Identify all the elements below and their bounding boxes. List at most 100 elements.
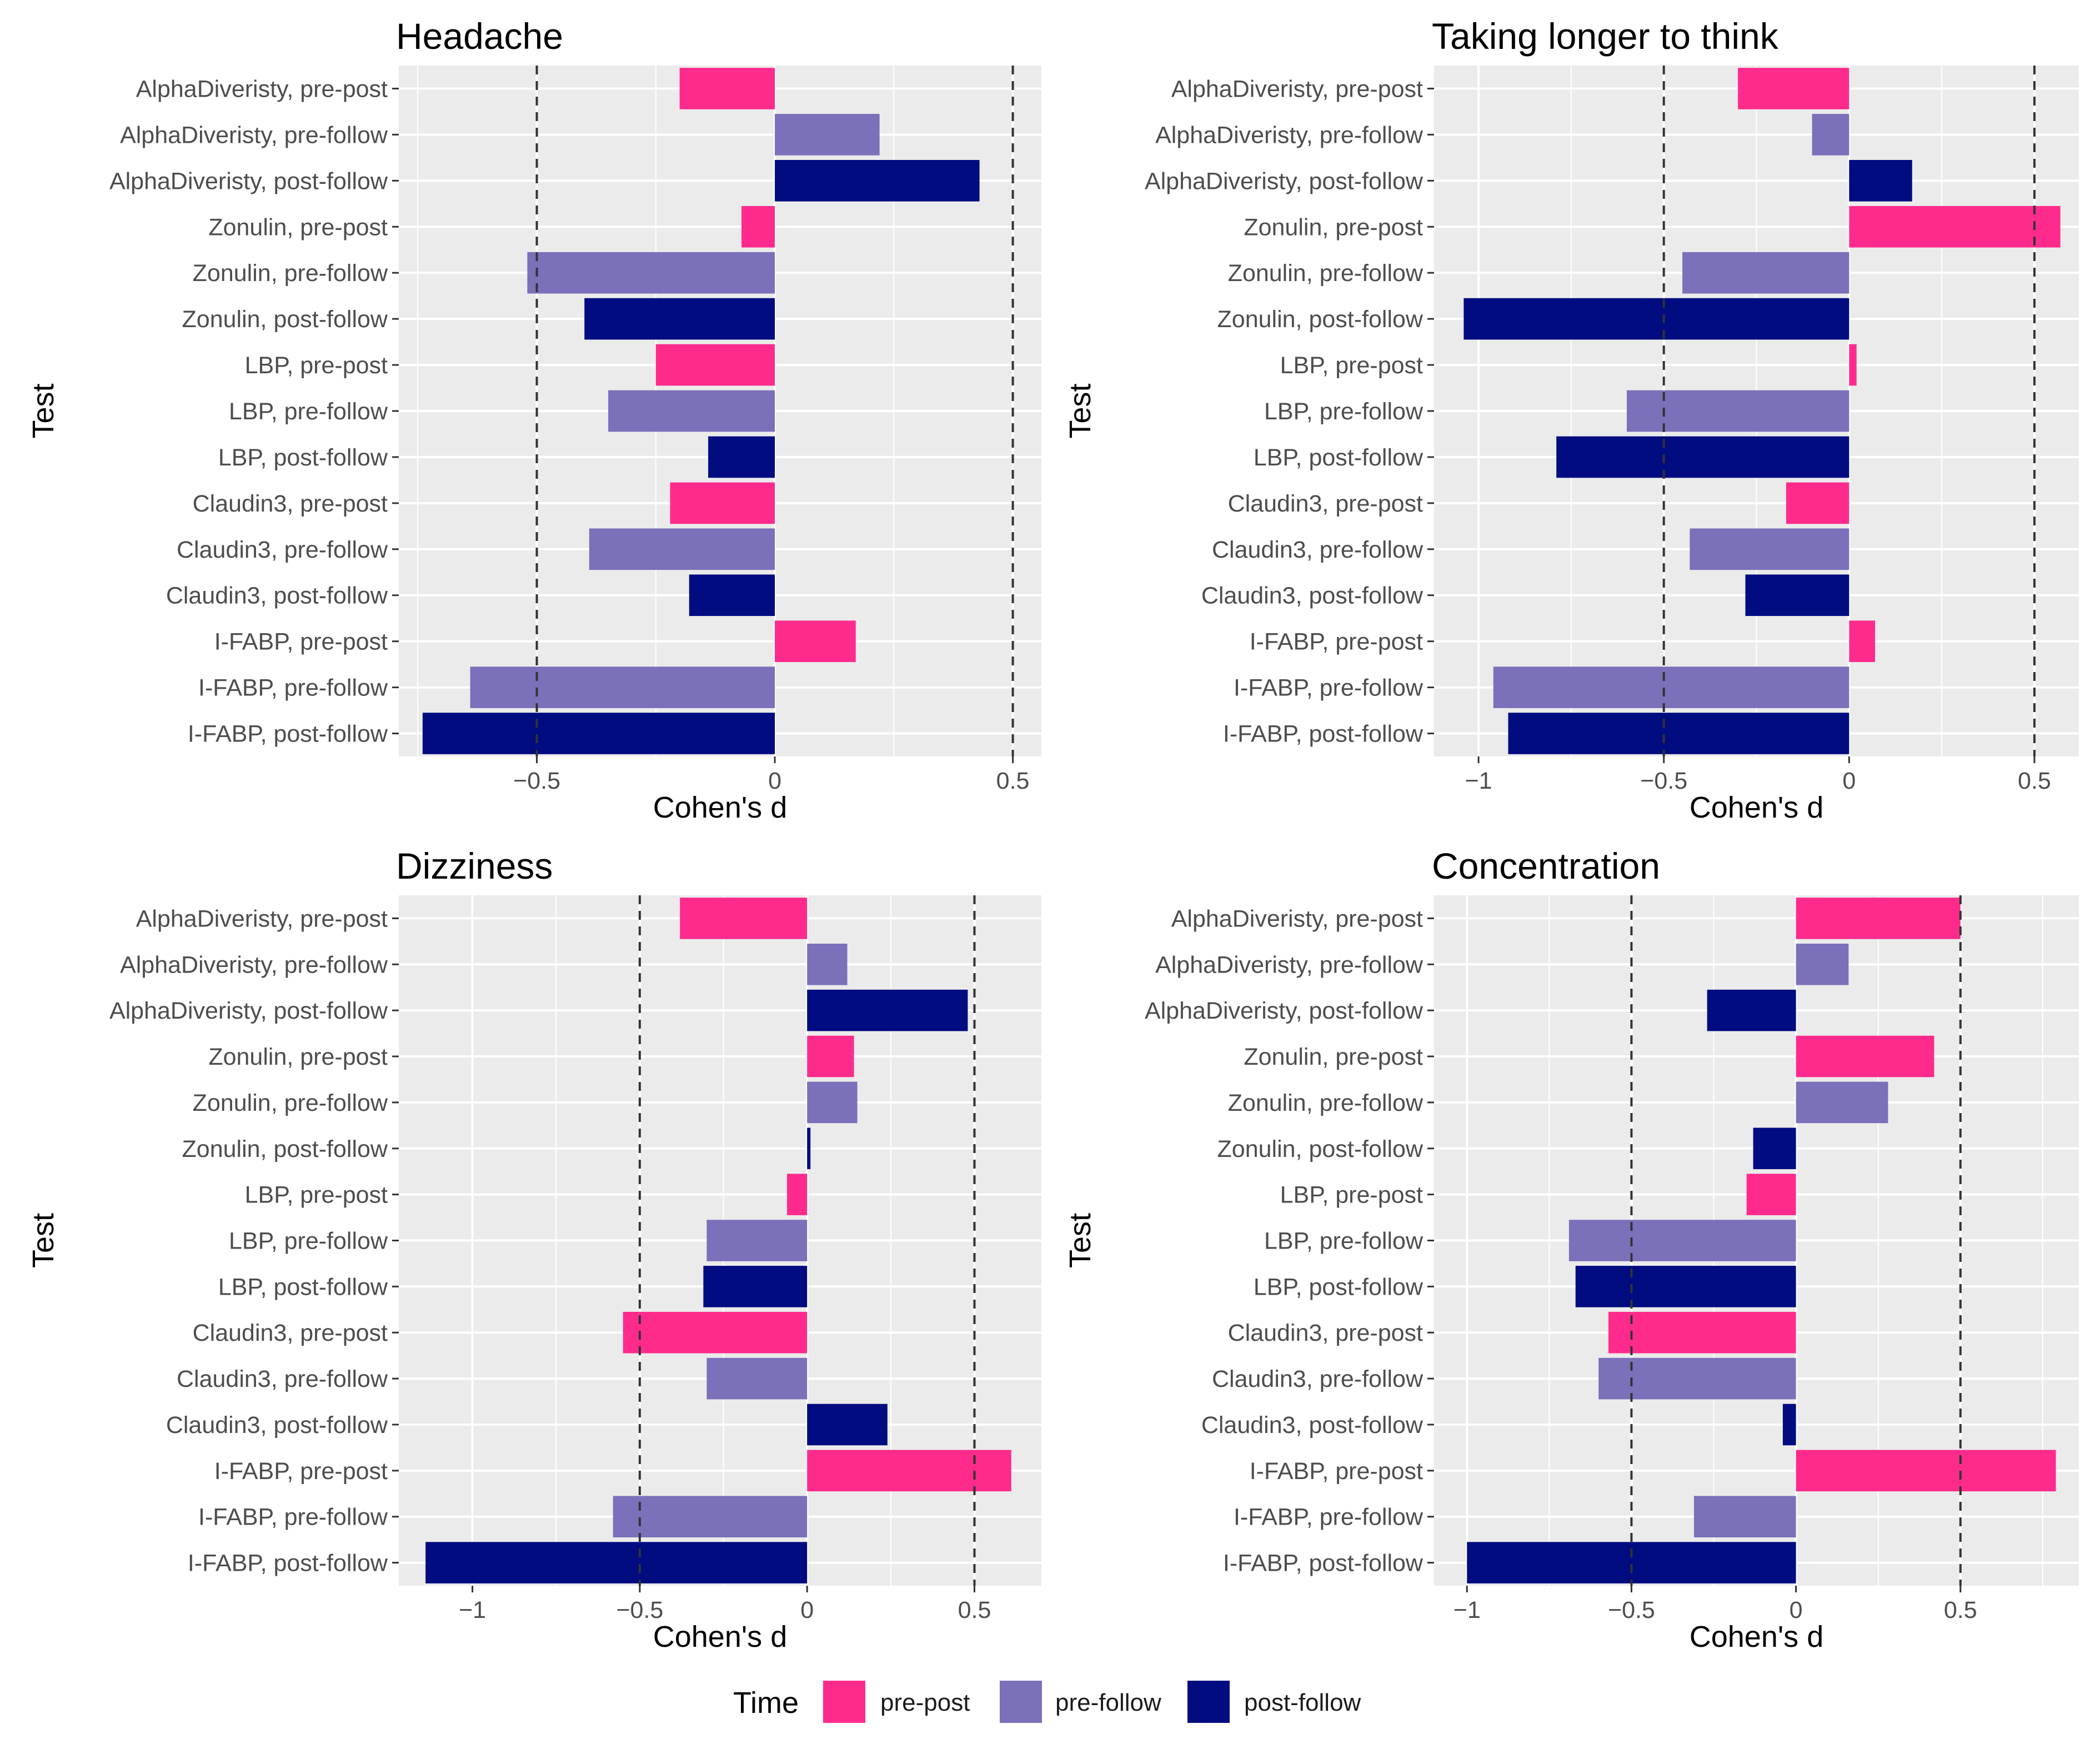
bar-i-fabp-pre-follow bbox=[470, 666, 775, 708]
bar-zonulin-pre-post bbox=[1849, 206, 2061, 248]
y-tick-label: AlphaDiveristy, pre-post bbox=[136, 76, 388, 102]
bar-alphadiveristy-pre-post bbox=[680, 898, 808, 939]
bar-zonulin-post-follow bbox=[807, 1127, 811, 1170]
y-tick-label: Claudin3, pre-follow bbox=[177, 537, 388, 563]
y-tick-label: Zonulin, pre-post bbox=[1244, 1044, 1423, 1070]
x-tick-label: 0.5 bbox=[958, 1597, 991, 1623]
y-tick-label: Zonulin, post-follow bbox=[1217, 1136, 1424, 1162]
y-tick-label: I-FABP, pre-follow bbox=[1234, 1504, 1424, 1531]
bar-claudin3-post-follow bbox=[1745, 574, 1850, 617]
legend-title: Time bbox=[733, 1686, 799, 1720]
y-tick-label: Zonulin, post-follow bbox=[182, 1136, 388, 1162]
y-tick-label: AlphaDiveristy, pre-follow bbox=[1155, 951, 1424, 978]
panel-concentration: AlphaDiveristy, pre-post AlphaDiveristy, … bbox=[1064, 845, 2079, 1653]
x-tick-label: 0.5 bbox=[2018, 768, 2051, 794]
bar-claudin3-post-follow bbox=[1782, 1404, 1796, 1446]
y-tick-label: I-FABP, post-follow bbox=[1223, 721, 1424, 748]
x-axis-label: Cohen's d bbox=[653, 1620, 787, 1653]
chart-title: Taking longer to think bbox=[1432, 16, 1779, 57]
legend-label-pre-post: pre-post bbox=[880, 1689, 970, 1716]
bar-i-fabp-pre-post bbox=[1849, 620, 1876, 662]
chart-panels: AlphaDiveristy, pre-post AlphaDiveristy, … bbox=[27, 16, 2079, 1653]
y-tick-label: LBP, pre-post bbox=[1280, 1182, 1423, 1209]
bar-lbp-pre-post bbox=[1849, 344, 1857, 386]
x-tick-label: −0.5 bbox=[616, 1597, 663, 1623]
y-tick-label: I-FABP, pre-post bbox=[214, 1458, 388, 1485]
y-tick-label: Claudin3, post-follow bbox=[1201, 1412, 1424, 1439]
x-tick-label: 0.5 bbox=[1944, 1597, 1977, 1623]
y-tick-label: Claudin3, post-follow bbox=[166, 1412, 388, 1439]
y-tick-label: I-FABP, post-follow bbox=[188, 1550, 388, 1577]
x-tick-label: −1 bbox=[1465, 768, 1492, 794]
bar-claudin3-pre-post bbox=[1608, 1311, 1796, 1354]
bar-zonulin-post-follow bbox=[584, 298, 775, 340]
y-tick-label: Zonulin, pre-follow bbox=[1228, 260, 1424, 287]
panel-headache: AlphaDiveristy, pre-post AlphaDiveristy, … bbox=[27, 16, 1041, 824]
panel-taking-longer-to-think: AlphaDiveristy, pre-post AlphaDiveristy, … bbox=[1064, 16, 2079, 824]
y-tick-label: AlphaDiveristy, post-follow bbox=[109, 998, 388, 1024]
bar-alphadiveristy-pre-follow bbox=[807, 944, 848, 985]
y-tick-label: LBP, post-follow bbox=[1254, 444, 1424, 471]
x-tick-label: −1 bbox=[459, 1597, 486, 1623]
y-tick-label: Zonulin, post-follow bbox=[182, 306, 388, 333]
x-tick-label: −0.5 bbox=[1640, 768, 1687, 794]
x-tick-label: −1 bbox=[1454, 1597, 1481, 1623]
y-tick-label: Zonulin, pre-post bbox=[208, 214, 388, 240]
bar-alphadiveristy-pre-post bbox=[1738, 68, 1850, 109]
bar-lbp-post-follow bbox=[703, 1266, 808, 1307]
bar-lbp-post-follow bbox=[708, 436, 775, 478]
bar-claudin3-pre-post bbox=[670, 482, 775, 524]
y-tick-label: I-FABP, post-follow bbox=[1223, 1550, 1424, 1577]
y-tick-label: AlphaDiveristy, pre-follow bbox=[1155, 122, 1424, 148]
bar-alphadiveristy-post-follow bbox=[807, 989, 968, 1031]
y-tick-label: LBP, post-follow bbox=[218, 1274, 388, 1300]
y-tick-label: LBP, pre-post bbox=[245, 1182, 388, 1209]
x-tick-label: 0 bbox=[800, 1597, 814, 1623]
y-tick-label: LBP, pre-post bbox=[1280, 352, 1423, 379]
bar-claudin3-pre-follow bbox=[589, 528, 775, 570]
bar-i-fabp-pre-post bbox=[1796, 1450, 2056, 1492]
y-tick-label: LBP, pre-follow bbox=[229, 1228, 388, 1255]
y-tick-label: I-FABP, pre-follow bbox=[1234, 675, 1424, 701]
bar-zonulin-post-follow bbox=[1464, 298, 1850, 340]
bar-claudin3-pre-follow bbox=[706, 1357, 808, 1400]
bar-lbp-post-follow bbox=[1575, 1266, 1796, 1307]
y-tick-label: LBP, pre-follow bbox=[229, 398, 388, 425]
bar-alphadiveristy-post-follow bbox=[775, 160, 980, 202]
y-tick-label: AlphaDiveristy, pre-follow bbox=[120, 951, 388, 978]
bar-alphadiveristy-pre-follow bbox=[775, 114, 880, 156]
bar-claudin3-pre-post bbox=[623, 1311, 808, 1354]
bar-zonulin-pre-follow bbox=[1682, 252, 1850, 294]
bar-i-fabp-pre-follow bbox=[1693, 1496, 1796, 1537]
y-tick-label: LBP, post-follow bbox=[1254, 1274, 1424, 1300]
y-tick-label: I-FABP, pre-follow bbox=[198, 1504, 388, 1531]
bar-i-fabp-pre-post bbox=[807, 1450, 1011, 1492]
bar-claudin3-post-follow bbox=[807, 1404, 888, 1446]
bar-lbp-pre-follow bbox=[706, 1220, 808, 1261]
y-tick-label: AlphaDiveristy, pre-post bbox=[1171, 76, 1423, 102]
y-axis-label: Test bbox=[27, 383, 60, 438]
y-tick-label: AlphaDiveristy, pre-post bbox=[1171, 905, 1423, 932]
bar-i-fabp-post-follow bbox=[1467, 1542, 1796, 1583]
y-tick-label: AlphaDiveristy, post-follow bbox=[1145, 168, 1424, 194]
y-tick-label: LBP, pre-follow bbox=[1264, 1228, 1424, 1255]
bar-alphadiveristy-pre-post bbox=[679, 68, 775, 109]
y-tick-label: Claudin3, pre-follow bbox=[177, 1366, 388, 1392]
y-axis-label: Test bbox=[1064, 383, 1097, 438]
bar-claudin3-post-follow bbox=[689, 574, 775, 617]
bar-claudin3-pre-follow bbox=[1690, 528, 1850, 570]
bar-i-fabp-pre-follow bbox=[613, 1496, 808, 1537]
bar-alphadiveristy-pre-follow bbox=[1796, 944, 1849, 985]
y-tick-label: Claudin3, pre-post bbox=[193, 490, 388, 517]
y-tick-label: AlphaDiveristy, pre-post bbox=[136, 905, 388, 932]
y-tick-label: LBP, pre-post bbox=[245, 352, 388, 379]
bar-lbp-post-follow bbox=[1556, 436, 1850, 478]
y-tick-label: LBP, post-follow bbox=[218, 444, 388, 471]
bar-alphadiveristy-post-follow bbox=[1849, 160, 1912, 202]
y-tick-label: Claudin3, post-follow bbox=[166, 583, 388, 609]
y-tick-label: AlphaDiveristy, post-follow bbox=[109, 168, 388, 194]
bar-i-fabp-post-follow bbox=[422, 713, 775, 754]
y-tick-label: I-FABP, pre-post bbox=[1250, 629, 1423, 655]
x-tick-label: −0.5 bbox=[513, 768, 560, 794]
bar-lbp-pre-post bbox=[787, 1174, 808, 1215]
